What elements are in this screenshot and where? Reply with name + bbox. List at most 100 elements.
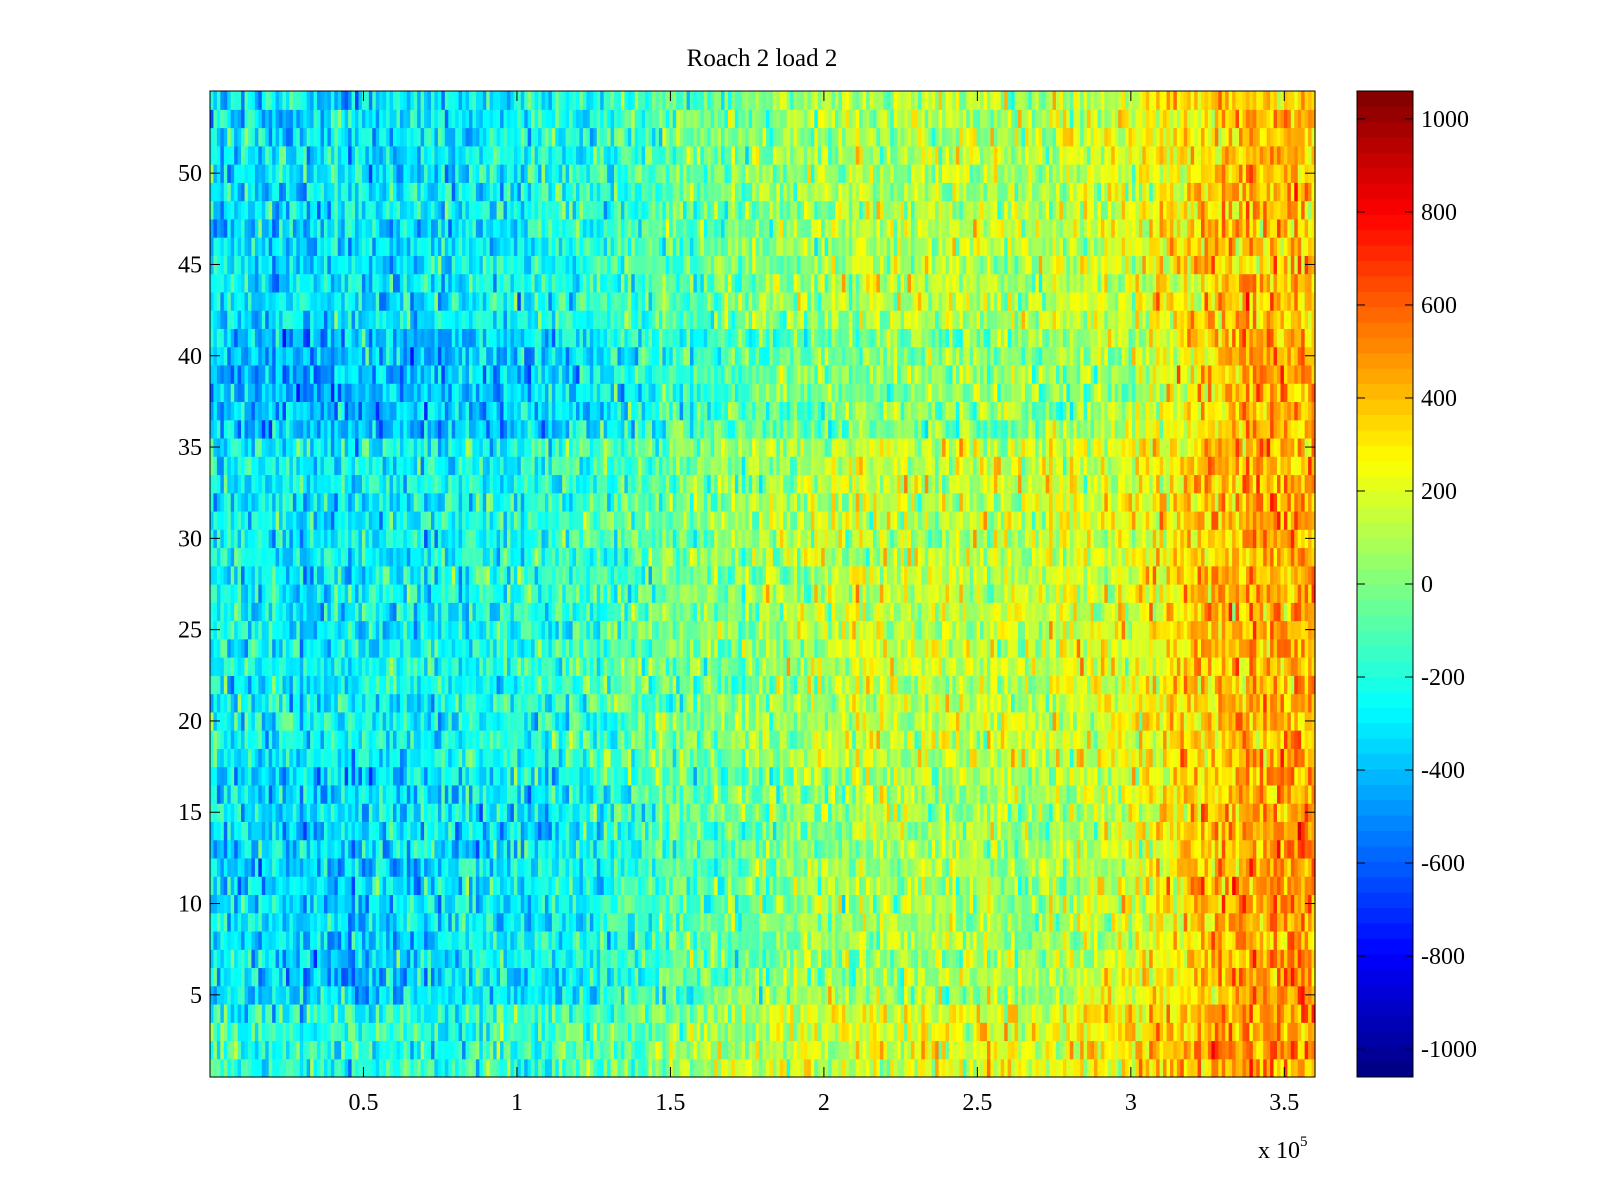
heatmap-cell bbox=[1042, 949, 1047, 969]
heatmap-cell bbox=[358, 857, 363, 877]
heatmap-cell bbox=[835, 930, 840, 950]
heatmap-cell bbox=[672, 857, 677, 877]
heatmap-cell bbox=[824, 985, 829, 1005]
heatmap-cell bbox=[241, 967, 246, 987]
heatmap-cell bbox=[1176, 949, 1181, 969]
heatmap-cell bbox=[372, 839, 377, 859]
heatmap-cell bbox=[503, 876, 508, 896]
heatmap-cell bbox=[1201, 857, 1206, 877]
heatmap-cell bbox=[510, 967, 515, 987]
heatmap-cell bbox=[1087, 839, 1092, 859]
heatmap-cell bbox=[658, 1040, 663, 1060]
heatmap-cell bbox=[959, 912, 964, 932]
heatmap-cell bbox=[223, 967, 228, 987]
heatmap-cell bbox=[1024, 839, 1029, 859]
heatmap-cell bbox=[707, 1040, 712, 1060]
heatmap-cell bbox=[962, 912, 967, 932]
heatmap-cell bbox=[641, 912, 646, 932]
heatmap-cell bbox=[779, 839, 784, 859]
heatmap-cell bbox=[355, 821, 360, 841]
heatmap-cell bbox=[942, 912, 947, 932]
heatmap-cell bbox=[1059, 839, 1064, 859]
heatmap-cell bbox=[638, 876, 643, 896]
heatmap-cell bbox=[1035, 839, 1040, 859]
heatmap-cell bbox=[1052, 930, 1057, 950]
heatmap-cell bbox=[1021, 894, 1026, 914]
heatmap-cell bbox=[1214, 1058, 1219, 1078]
heatmap-cell bbox=[1232, 1040, 1237, 1060]
heatmap-cell bbox=[313, 949, 318, 969]
heatmap-cell bbox=[1225, 930, 1230, 950]
heatmap-cell bbox=[803, 1040, 808, 1060]
heatmap-cell bbox=[1235, 839, 1240, 859]
heatmap-cell bbox=[420, 1022, 425, 1042]
heatmap-cell bbox=[848, 912, 853, 932]
heatmap-cell bbox=[797, 930, 802, 950]
heatmap-cell bbox=[845, 930, 850, 950]
heatmap-cell bbox=[1156, 1058, 1161, 1078]
heatmap-cell bbox=[548, 930, 553, 950]
heatmap-cell bbox=[586, 930, 591, 950]
heatmap-cell bbox=[821, 839, 826, 859]
heatmap-cell bbox=[500, 912, 505, 932]
heatmap-cell bbox=[1138, 1040, 1143, 1060]
heatmap-cell bbox=[289, 894, 294, 914]
heatmap-cell bbox=[1111, 1058, 1116, 1078]
heatmap-cell bbox=[1018, 985, 1023, 1005]
heatmap-cell bbox=[441, 1058, 446, 1078]
heatmap-cell bbox=[1145, 1040, 1150, 1060]
heatmap-cell bbox=[945, 1003, 950, 1023]
heatmap-cell bbox=[1308, 912, 1313, 932]
heatmap-cell bbox=[1145, 930, 1150, 950]
heatmap-cell bbox=[686, 967, 691, 987]
heatmap-cell bbox=[496, 803, 501, 822]
heatmap-cell bbox=[1135, 857, 1140, 877]
heatmap-cell bbox=[424, 949, 429, 969]
heatmap-cell bbox=[603, 912, 608, 932]
heatmap-cell bbox=[841, 803, 846, 822]
heatmap-cell bbox=[1031, 1022, 1036, 1042]
heatmap-cell bbox=[544, 930, 549, 950]
heatmap-cell bbox=[313, 1040, 318, 1060]
heatmap-cell bbox=[686, 930, 691, 950]
heatmap-cell bbox=[748, 985, 753, 1005]
heatmap-cell bbox=[689, 930, 695, 950]
heatmap-cell bbox=[337, 839, 342, 859]
heatmap-cell bbox=[1180, 894, 1185, 914]
heatmap-cell bbox=[544, 784, 549, 804]
heatmap-cell bbox=[562, 784, 567, 804]
heatmap-cell bbox=[790, 784, 795, 804]
heatmap-cell bbox=[1290, 1040, 1295, 1060]
heatmap-cell bbox=[327, 1022, 332, 1042]
heatmap-cell bbox=[1018, 857, 1023, 877]
heatmap-cell bbox=[645, 821, 650, 841]
heatmap-cell bbox=[1049, 876, 1054, 896]
heatmap-cell bbox=[417, 784, 422, 804]
heatmap-cell bbox=[424, 894, 429, 914]
heatmap-cell bbox=[665, 1022, 670, 1042]
heatmap-cell bbox=[658, 784, 663, 804]
heatmap-cell bbox=[555, 930, 560, 950]
heatmap-cell bbox=[783, 857, 788, 877]
heatmap-cell bbox=[1176, 839, 1181, 859]
heatmap-cell bbox=[1159, 1058, 1164, 1078]
heatmap-cell bbox=[1273, 912, 1278, 932]
heatmap-cell bbox=[793, 839, 798, 859]
heatmap-cell bbox=[817, 949, 822, 969]
heatmap-cell bbox=[772, 1040, 777, 1060]
heatmap-cell bbox=[703, 784, 708, 804]
heatmap-cell bbox=[600, 876, 605, 896]
heatmap-cell bbox=[1028, 839, 1033, 859]
heatmap-cell bbox=[883, 1040, 888, 1060]
heatmap-cell bbox=[593, 1040, 598, 1060]
heatmap-cell bbox=[275, 1022, 280, 1042]
heatmap-cell bbox=[969, 930, 974, 950]
heatmap-cell bbox=[1249, 821, 1254, 841]
heatmap-cell bbox=[1187, 821, 1192, 841]
heatmap-cell bbox=[793, 967, 798, 987]
heatmap-cell bbox=[399, 985, 404, 1005]
heatmap-cell bbox=[748, 876, 753, 896]
heatmap-cell bbox=[379, 930, 384, 950]
heatmap-cell bbox=[462, 949, 467, 969]
heatmap-cell bbox=[341, 949, 346, 969]
